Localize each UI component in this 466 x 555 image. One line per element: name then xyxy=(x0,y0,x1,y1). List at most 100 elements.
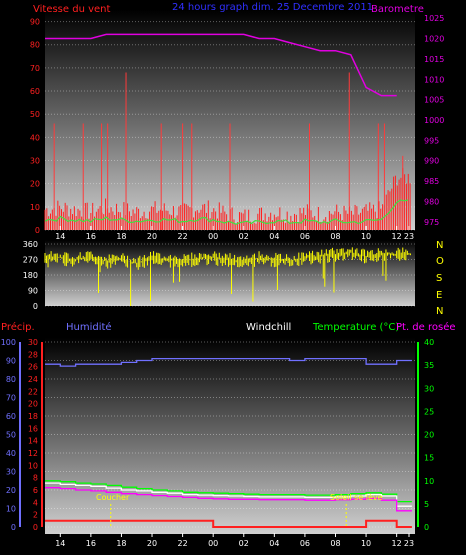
compass-label-e: E xyxy=(436,290,442,301)
precip-axis-label: Précip. xyxy=(1,321,35,333)
wind-y-tick: 70 xyxy=(30,64,40,73)
wind-axis-label: Vitesse du vent xyxy=(33,4,110,15)
series-line-2 xyxy=(45,482,412,507)
top-x-tick: 10 xyxy=(361,232,371,241)
temperature-y-tick: 25 xyxy=(424,407,434,416)
bottom-x-tick: 22 xyxy=(178,539,188,548)
bottom-x-tick: 10 xyxy=(361,539,371,548)
humidity-y-tick: 0 xyxy=(11,523,16,532)
series-line-0 xyxy=(45,357,412,367)
barometer-y-tick: 1005 xyxy=(424,96,444,105)
humidity-y-tick: 100 xyxy=(1,338,16,347)
precip-y-tick: 0 xyxy=(33,523,38,532)
top-x-tick: 18 xyxy=(116,232,126,241)
series-line-4 xyxy=(45,519,412,528)
direction-y-tick: 270 xyxy=(23,256,38,265)
top-x-tick: 00 xyxy=(208,232,218,241)
precip-y-tick: 20 xyxy=(28,400,38,409)
precip-y-tick: 12 xyxy=(28,449,38,458)
wind-y-tick: 90 xyxy=(30,18,40,27)
bottom-x-tick: 23 xyxy=(404,539,414,548)
bottom-x-tick: 02 xyxy=(239,539,249,548)
temperature-y-tick: 10 xyxy=(424,477,434,486)
humidity-axis-label: Humidité xyxy=(66,321,112,333)
bottom-chart-background xyxy=(45,338,415,534)
top-x-tick: 02 xyxy=(239,232,249,241)
top-x-tick: 20 xyxy=(147,232,157,241)
bottom-x-tick: 04 xyxy=(269,539,279,548)
precip-y-tick: 14 xyxy=(28,437,38,446)
temperature-y-tick: 30 xyxy=(424,384,434,393)
barometer-y-tick: 1020 xyxy=(424,35,444,44)
precip-y-tick: 24 xyxy=(28,375,38,384)
direction-y-tick: 180 xyxy=(23,271,38,280)
bottom-x-tick: 12 xyxy=(392,539,402,548)
sunrise-label: Soleil se lève xyxy=(330,492,383,502)
humidity-y-tick: 60 xyxy=(6,412,16,421)
precip-y-tick: 10 xyxy=(28,461,38,470)
precip-y-tick: 4 xyxy=(33,498,38,507)
humidity-y-tick: 20 xyxy=(6,486,16,495)
wind-y-tick: 0 xyxy=(35,226,40,235)
humidity-y-tick: 10 xyxy=(6,505,16,514)
humidity-y-tick: 30 xyxy=(6,468,16,477)
temperature-y-tick: 15 xyxy=(424,454,434,463)
barometer-y-tick: 1015 xyxy=(424,55,444,64)
barometer-y-tick: 1000 xyxy=(424,116,444,125)
humidity-y-tick: 40 xyxy=(6,449,16,458)
bottom-x-tick: 00 xyxy=(208,539,218,548)
bottom-x-tick: 14 xyxy=(55,539,65,548)
precip-y-tick: 18 xyxy=(28,412,38,421)
barometer-y-tick: 980 xyxy=(424,197,439,206)
chart-marks xyxy=(44,33,412,528)
top-x-tick: 12 xyxy=(392,232,402,241)
temperature-y-tick: 0 xyxy=(424,523,429,532)
barometer-y-tick: 995 xyxy=(424,136,439,145)
precip-y-tick: 16 xyxy=(28,424,38,433)
top-x-tick: 16 xyxy=(86,232,96,241)
precip-y-tick: 30 xyxy=(28,338,38,347)
precip-y-tick: 26 xyxy=(28,363,38,372)
temperature-y-tick: 35 xyxy=(424,361,434,370)
compass-label-n-top: N xyxy=(436,240,443,251)
wind-y-tick: 80 xyxy=(30,41,40,50)
precip-y-tick: 22 xyxy=(28,387,38,396)
precip-y-tick: 2 xyxy=(33,511,38,520)
barometer-y-tick: 985 xyxy=(424,177,439,186)
precip-y-tick: 8 xyxy=(33,474,38,483)
bottom-x-tick: 06 xyxy=(300,539,310,548)
humidity-y-tick: 70 xyxy=(6,394,16,403)
wind-y-tick: 40 xyxy=(30,133,40,142)
wind-y-tick: 10 xyxy=(30,203,40,212)
compass-label-n-bottom: N xyxy=(436,306,443,317)
humidity-y-tick: 50 xyxy=(6,431,16,440)
barometer-y-tick: 990 xyxy=(424,157,439,166)
temperature-y-tick: 20 xyxy=(424,431,434,440)
sunset-label: Coucher xyxy=(96,493,130,502)
barometer-y-tick: 1010 xyxy=(424,75,444,84)
series-line-1 xyxy=(45,480,412,503)
bottom-x-tick: 16 xyxy=(86,539,96,548)
wind-average-line xyxy=(44,199,409,225)
barometer-line xyxy=(45,33,397,97)
top-x-tick: 22 xyxy=(178,232,188,241)
direction-y-tick: 0 xyxy=(33,302,38,311)
humidity-y-tick: 80 xyxy=(6,375,16,384)
wind-y-tick: 20 xyxy=(30,180,40,189)
humidity-y-tick: 90 xyxy=(6,357,16,366)
series-line-3 xyxy=(45,487,412,512)
direction-y-tick: 90 xyxy=(28,287,38,296)
chart-title: 24 hours graph dim. 25 Decembre 2011 xyxy=(172,2,373,13)
top-x-tick: 14 xyxy=(55,232,65,241)
temperature-axis-label: Temperature (°C) xyxy=(312,322,399,333)
wind-y-tick: 60 xyxy=(30,87,40,96)
precip-y-tick: 28 xyxy=(28,350,38,359)
barometer-y-tick: 975 xyxy=(424,218,439,227)
dewpoint-label: Pt. de rosée xyxy=(396,321,456,333)
bottom-x-tick: 08 xyxy=(330,539,340,548)
bottom-x-tick: 20 xyxy=(147,539,157,548)
precip-y-tick: 6 xyxy=(33,486,38,495)
